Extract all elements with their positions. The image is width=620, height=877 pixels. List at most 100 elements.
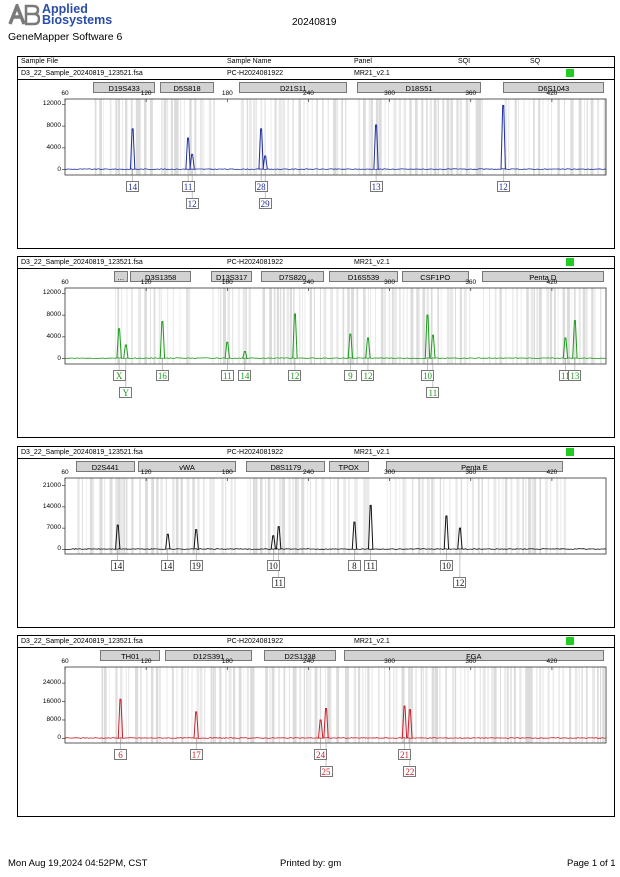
allele-call-label[interactable]: X [112, 370, 126, 381]
trace-baseline [64, 168, 607, 171]
marker-label[interactable]: Penta D [481, 271, 604, 282]
peak [317, 719, 324, 739]
allele-bin [393, 667, 395, 743]
allele-call-label[interactable]: 11 [181, 181, 195, 192]
allele-call-label[interactable]: 14 [111, 560, 125, 571]
allele-bin [166, 667, 168, 743]
allele-call-label[interactable]: 13 [568, 370, 582, 381]
allele-bin [327, 667, 331, 743]
allele-bin [398, 288, 401, 364]
allele-call-label[interactable]: 13 [369, 181, 383, 192]
allele-call-label[interactable]: 12 [185, 198, 199, 209]
allele-bin [134, 667, 139, 743]
allele-call-label[interactable]: 10 [266, 560, 280, 571]
allele-call-label[interactable]: 24 [314, 749, 328, 760]
marker-label[interactable]: TH01 [100, 650, 161, 661]
allele-bin [163, 99, 167, 175]
marker-label[interactable]: D16S539 [328, 271, 399, 282]
allele-bin [298, 288, 301, 364]
allele-call-label[interactable]: 6 [113, 749, 127, 760]
allele-bin [203, 667, 206, 743]
allele-call-label[interactable]: 12 [496, 181, 510, 192]
allele-call-label[interactable]: 12 [453, 577, 467, 588]
allele-bin [186, 478, 190, 554]
x-tick-label: 420 [546, 90, 558, 97]
allele-call-label[interactable]: 10 [420, 370, 434, 381]
allele-bin [282, 99, 285, 175]
marker-label[interactable]: D2S441 [75, 461, 135, 472]
marker-label[interactable]: Penta E [385, 461, 564, 472]
allele-bin [309, 478, 311, 554]
allele-bin [212, 288, 214, 364]
allele-bin [232, 288, 234, 364]
allele-bin [336, 99, 339, 175]
allele-call-label[interactable]: 19 [189, 560, 203, 571]
allele-call-label[interactable]: 11 [426, 387, 440, 398]
allele-bin [303, 667, 306, 743]
allele-call-label[interactable]: 14 [126, 181, 140, 192]
peak [242, 351, 248, 359]
allele-call-label[interactable]: 17 [189, 749, 203, 760]
allele-call-label[interactable]: 14 [161, 560, 175, 571]
allele-bin [176, 99, 179, 175]
marker-label[interactable]: D13S317 [211, 271, 253, 282]
allele-call-label[interactable]: 9 [343, 370, 357, 381]
allele-bin [123, 478, 126, 554]
marker-label[interactable]: D3S1358 [129, 271, 192, 282]
allele-bin [221, 478, 224, 554]
marker-label[interactable]: D19S433 [93, 82, 155, 93]
allele-bin [477, 478, 480, 554]
allele-bin [265, 478, 266, 554]
x-tick-label: 360 [465, 279, 477, 286]
marker-label[interactable]: vWA [138, 461, 237, 472]
marker-label[interactable]: FGA [343, 650, 604, 661]
x-tick-label: 300 [384, 279, 396, 286]
marker-label[interactable]: D6S1043 [503, 82, 604, 93]
allele-call-label[interactable]: 25 [319, 766, 333, 777]
marker-label[interactable]: D12S391 [165, 650, 253, 661]
allele-call-label[interactable]: 21 [397, 749, 411, 760]
allele-call-label[interactable]: 11 [272, 577, 286, 588]
allele-bin [214, 478, 216, 554]
marker-label[interactable]: D21S11 [239, 82, 348, 93]
allele-call-label[interactable]: 12 [288, 370, 302, 381]
allele-bin [323, 288, 327, 364]
allele-bin [115, 288, 116, 364]
allele-bin [528, 478, 532, 554]
allele-call-label[interactable]: 16 [155, 370, 169, 381]
marker-label[interactable]: D7S820 [261, 271, 325, 282]
allele-bin [295, 667, 297, 743]
marker-label[interactable]: D5S818 [159, 82, 215, 93]
allele-bin [77, 478, 80, 554]
allele-bin [433, 478, 435, 554]
allele-bin [371, 667, 373, 743]
marker-label[interactable]: D18S51 [357, 82, 481, 93]
allele-call-label[interactable]: 8 [347, 560, 361, 571]
allele-bin [395, 667, 398, 743]
allele-call-label[interactable]: 22 [403, 766, 417, 777]
allele-bin [273, 478, 276, 554]
panel-name: MR21_v2.1 [354, 70, 390, 77]
peak [424, 314, 431, 359]
allele-bin [131, 288, 133, 364]
allele-call-label[interactable]: 28 [254, 181, 268, 192]
allele-call-label[interactable]: 12 [361, 370, 375, 381]
marker-label[interactable]: D8S1179 [246, 461, 326, 472]
x-tick-label: 180 [221, 658, 233, 665]
peak [270, 535, 276, 550]
allele-call-label[interactable]: 29 [258, 198, 272, 209]
sizing-quality-indicator [566, 258, 574, 266]
marker-label[interactable]: ... [113, 271, 128, 282]
allele-call-label[interactable]: 14 [238, 370, 252, 381]
marker-label[interactable]: D2S1338 [263, 650, 337, 661]
allele-call-label[interactable]: 11 [220, 370, 234, 381]
peak [292, 313, 298, 359]
allele-call-label[interactable]: 11 [364, 560, 378, 571]
y-tick-label: 8000 [46, 311, 61, 319]
marker-label[interactable]: TPOX [328, 461, 369, 472]
allele-bin [246, 99, 249, 175]
allele-call-label[interactable]: 10 [439, 560, 453, 571]
allele-call-label[interactable]: Y [119, 387, 133, 398]
marker-label[interactable]: CSF1PO [401, 271, 469, 282]
allele-bin [176, 667, 178, 743]
